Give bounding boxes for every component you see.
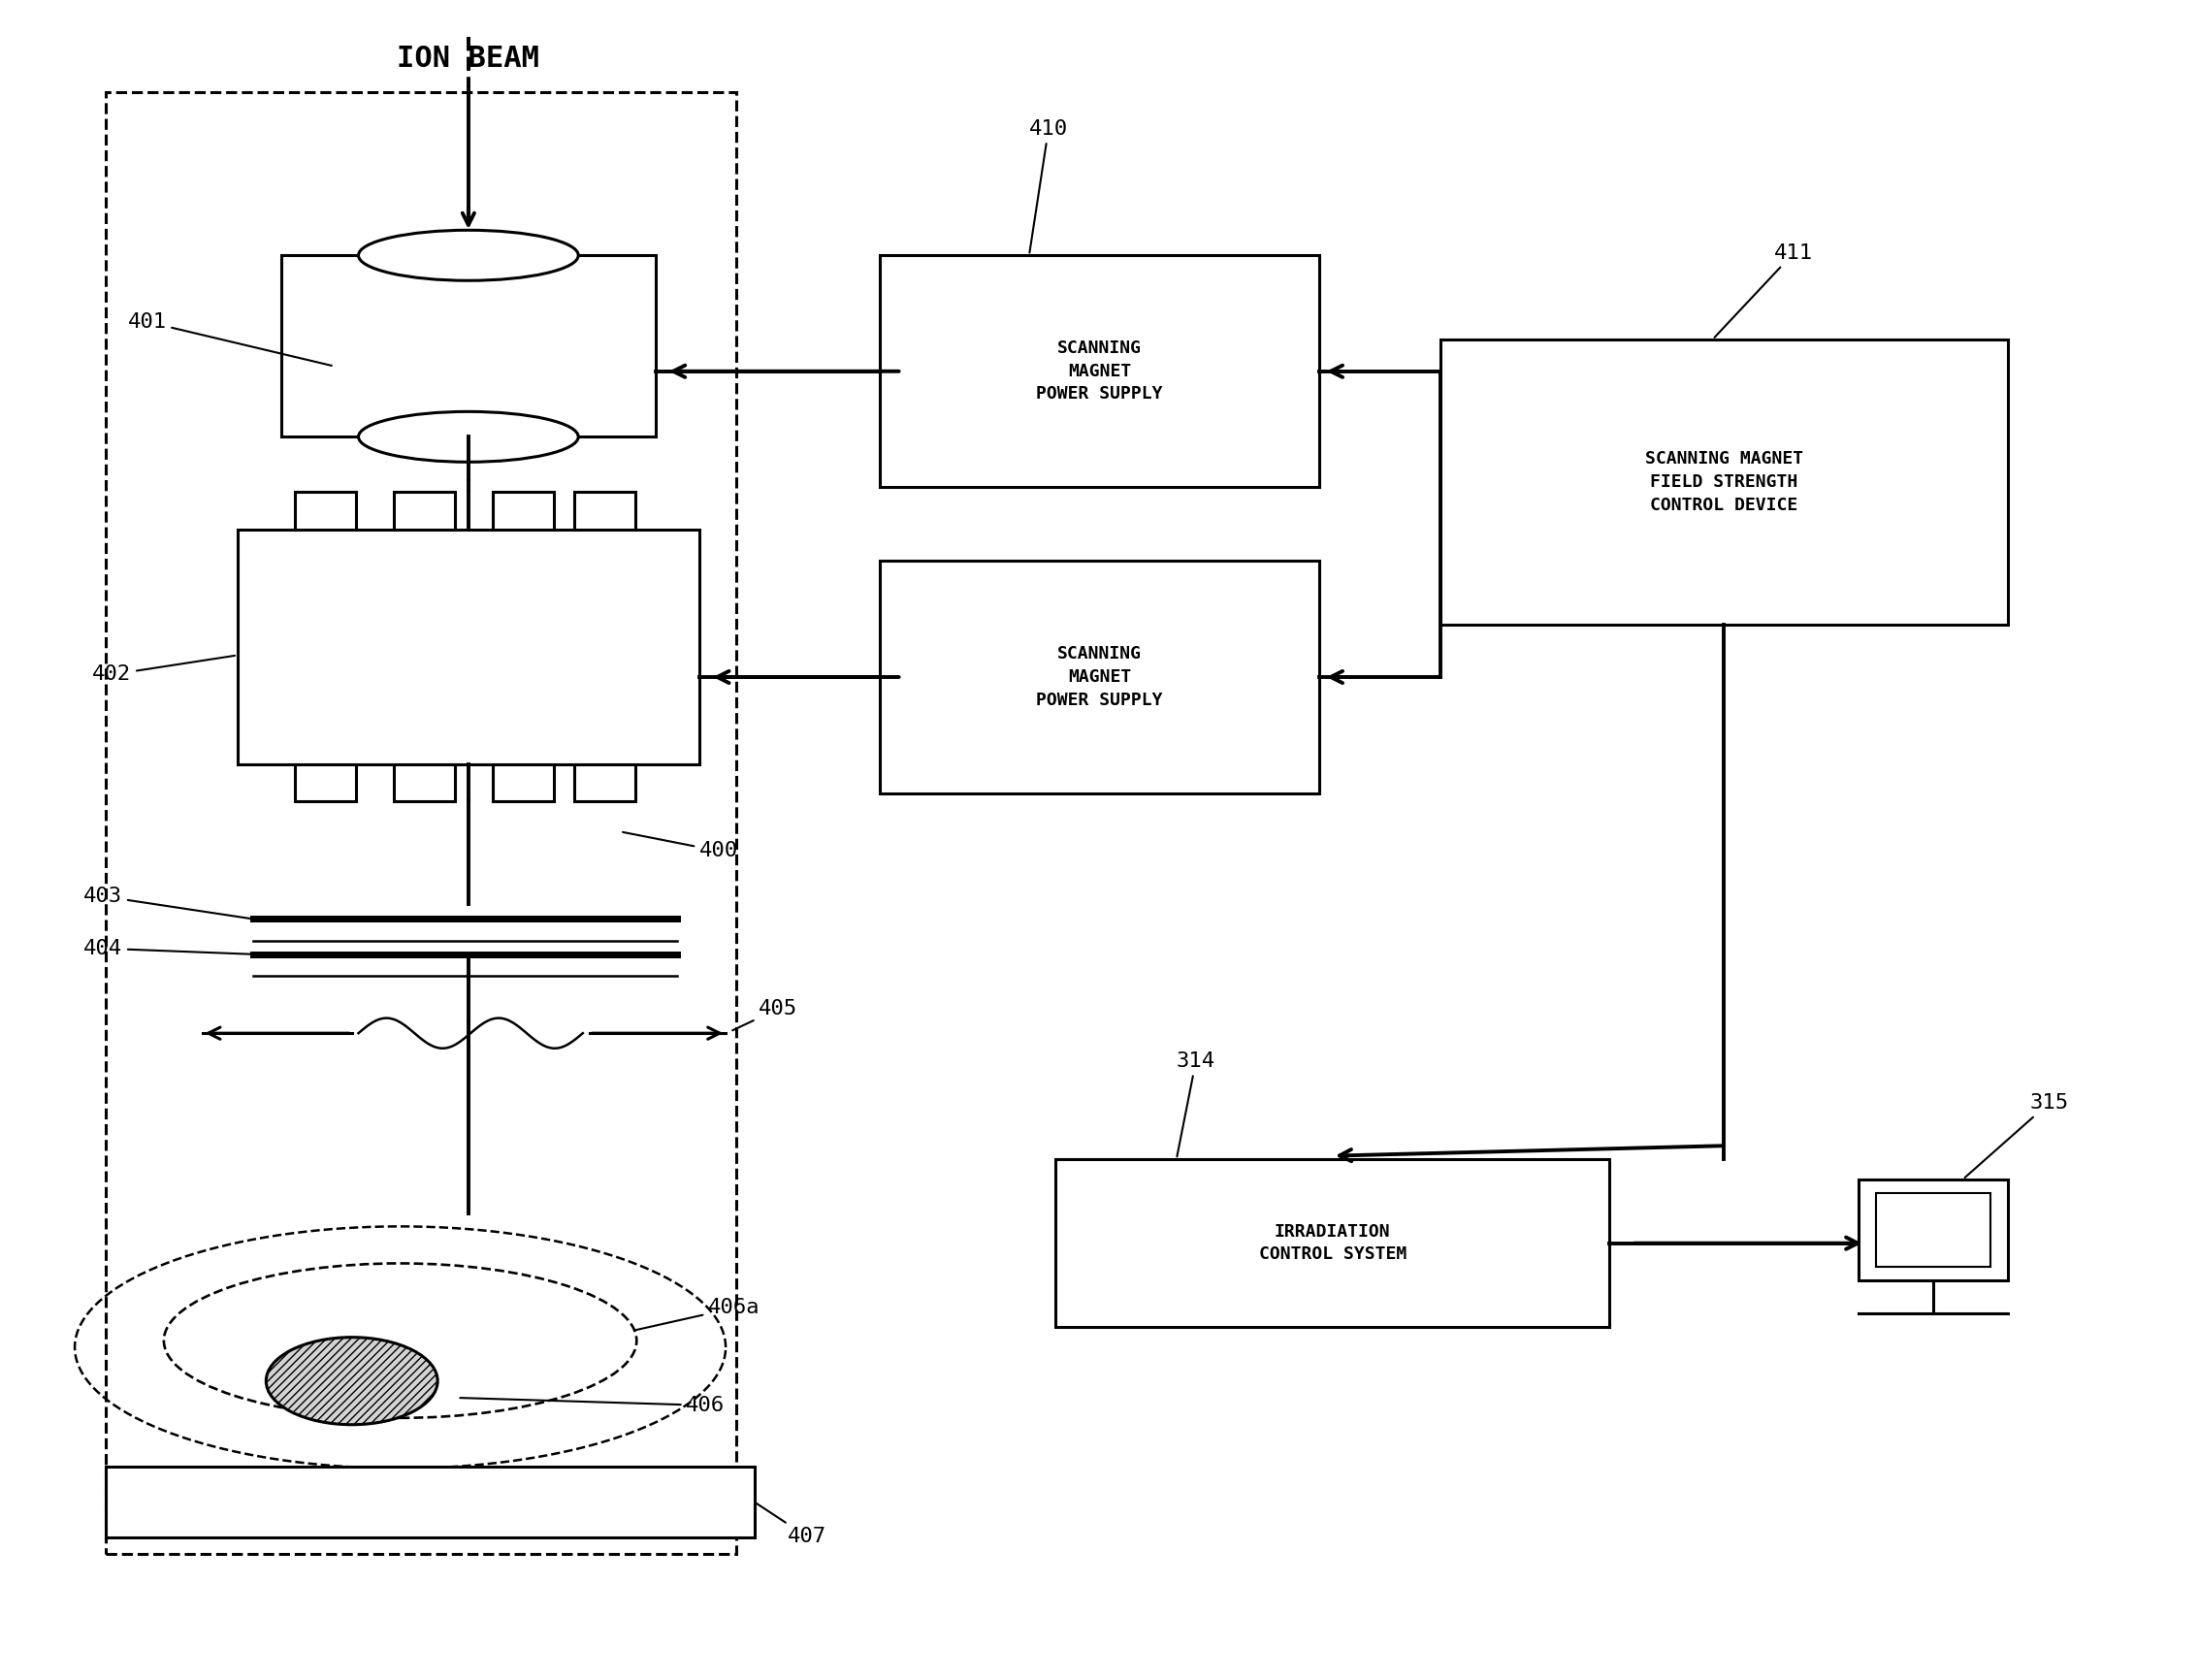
Bar — [394, 492, 455, 529]
Bar — [880, 255, 1319, 487]
Bar — [880, 561, 1319, 793]
Bar — [493, 764, 554, 801]
Bar — [493, 492, 554, 529]
Text: 315: 315 — [1966, 1094, 2069, 1178]
Bar — [237, 529, 699, 764]
Text: 407: 407 — [756, 1504, 827, 1546]
Bar — [1876, 1193, 1990, 1267]
Bar — [574, 492, 636, 529]
Ellipse shape — [358, 412, 578, 462]
Text: 411: 411 — [1715, 244, 1814, 338]
Bar — [1056, 1159, 1610, 1327]
Text: SCANNING
MAGNET
POWER SUPPLY: SCANNING MAGNET POWER SUPPLY — [1036, 339, 1163, 403]
Text: IRRADIATION
CONTROL SYSTEM: IRRADIATION CONTROL SYSTEM — [1258, 1223, 1407, 1263]
Ellipse shape — [266, 1337, 438, 1425]
Bar — [574, 764, 636, 801]
Text: 402: 402 — [92, 655, 235, 684]
Bar — [1858, 1179, 2008, 1280]
Text: 403: 403 — [84, 887, 251, 919]
Text: SCANNING MAGNET
FIELD STRENGTH
CONTROL DEVICE: SCANNING MAGNET FIELD STRENGTH CONTROL D… — [1645, 450, 1803, 514]
Text: 406a: 406a — [636, 1299, 761, 1331]
Text: 400: 400 — [622, 832, 739, 860]
Bar — [106, 1467, 754, 1537]
Text: SCANNING
MAGNET
POWER SUPPLY: SCANNING MAGNET POWER SUPPLY — [1036, 645, 1163, 709]
Text: 410: 410 — [1029, 119, 1069, 252]
Bar — [1440, 339, 2008, 625]
Bar — [106, 92, 737, 1554]
Bar — [394, 764, 455, 801]
Text: 404: 404 — [84, 939, 251, 958]
Bar — [295, 492, 356, 529]
Text: 401: 401 — [128, 312, 332, 366]
Text: 405: 405 — [732, 1000, 798, 1030]
Text: ION BEAM: ION BEAM — [398, 45, 539, 72]
Text: 314: 314 — [1176, 1052, 1216, 1156]
Ellipse shape — [358, 230, 578, 281]
Text: 406: 406 — [460, 1396, 726, 1415]
Bar — [281, 255, 655, 437]
Bar — [295, 764, 356, 801]
